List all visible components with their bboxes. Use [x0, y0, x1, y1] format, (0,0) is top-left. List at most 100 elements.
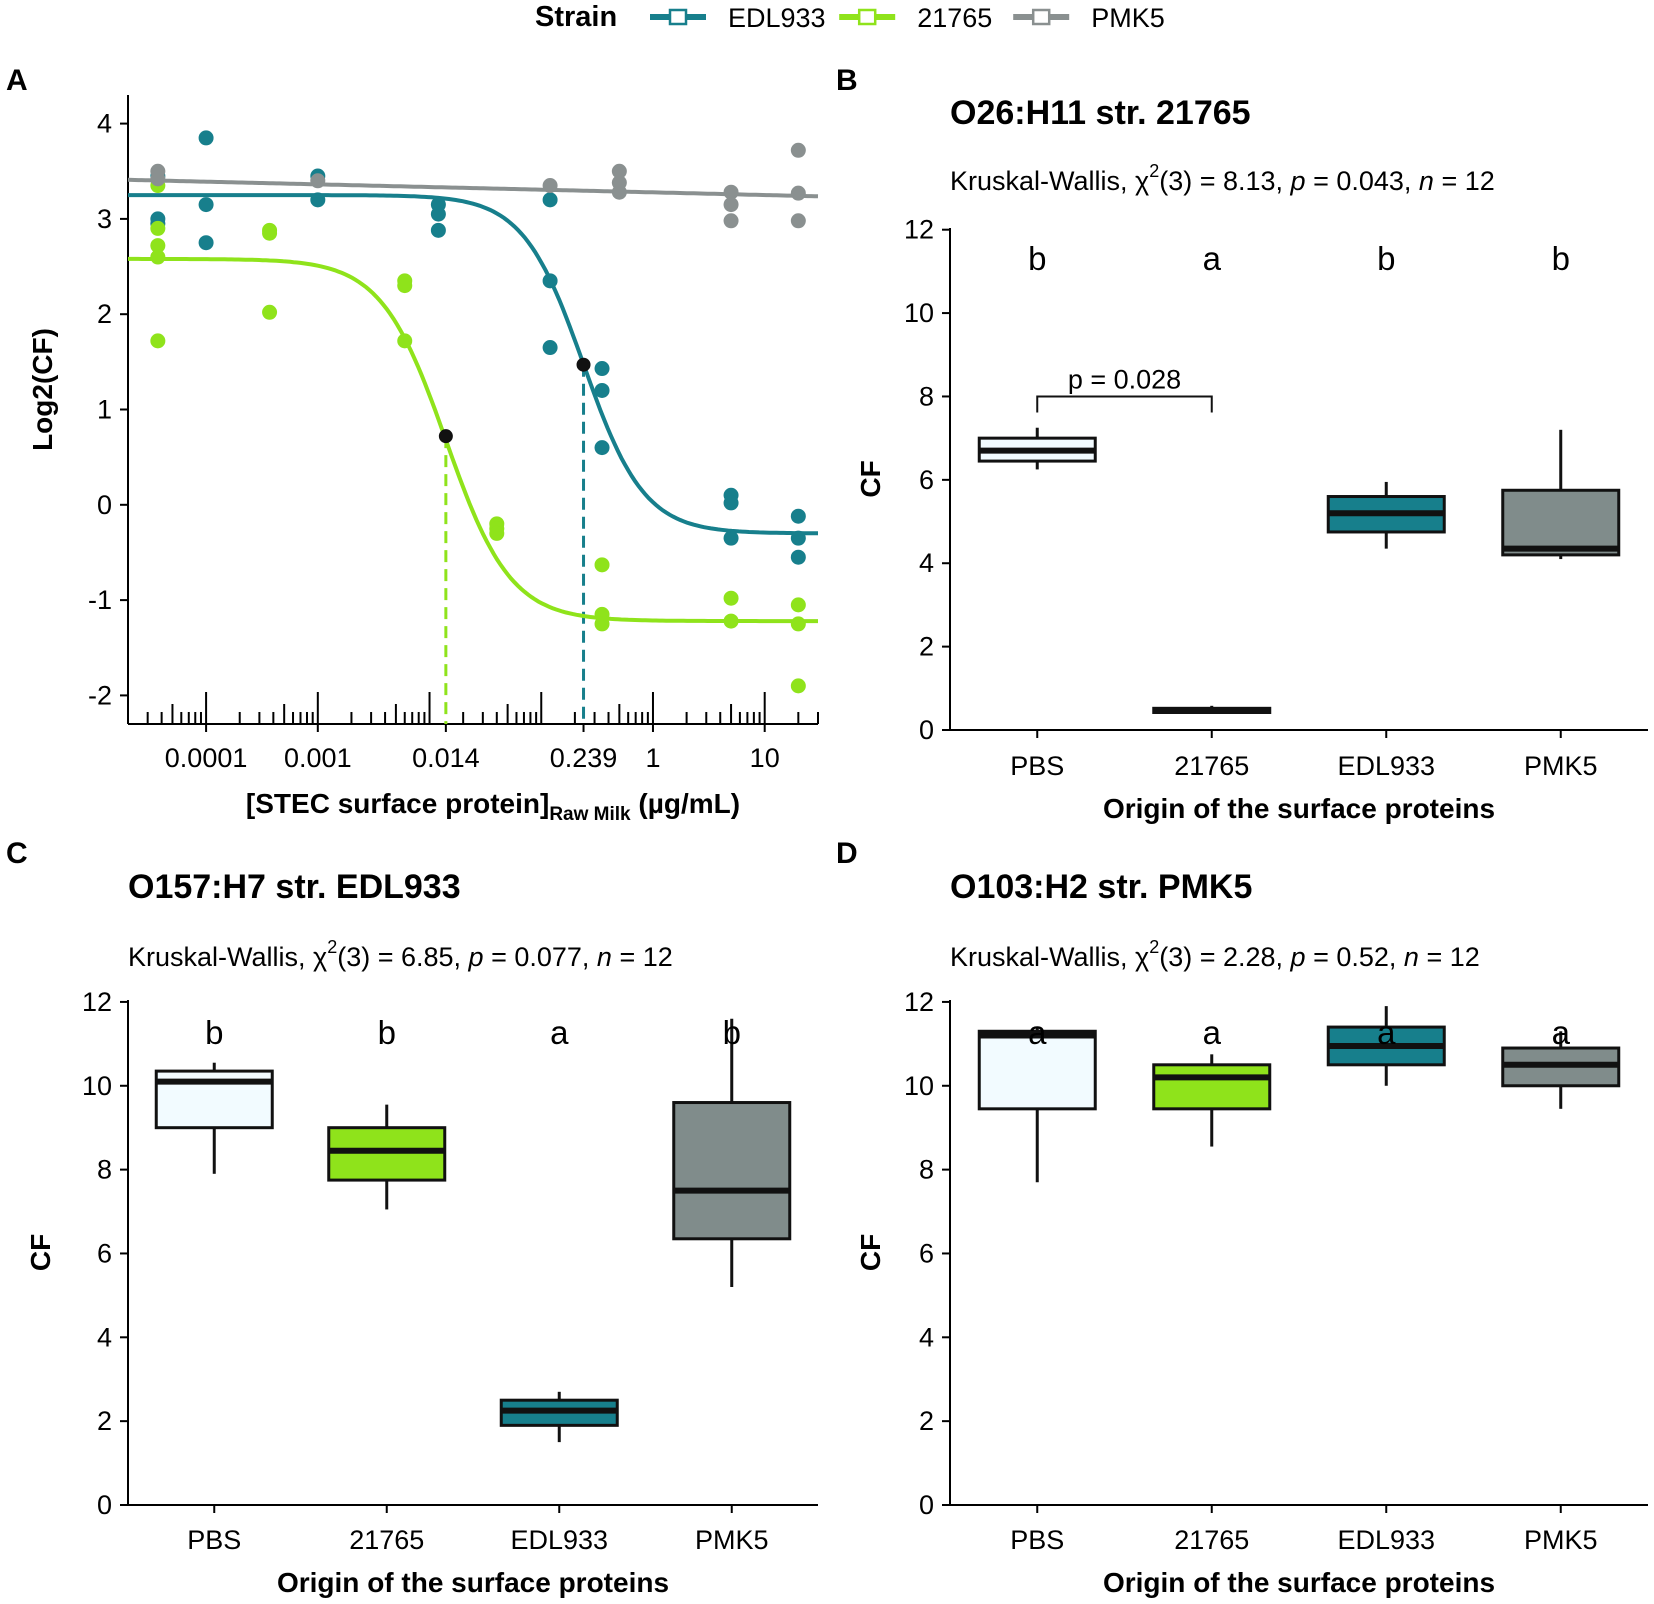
- significance-letter-21765: b: [378, 1014, 396, 1051]
- significance-letter-PMK5: a: [1552, 1014, 1571, 1051]
- y-tick-label: 0: [919, 1490, 934, 1520]
- data-point-PMK5: [723, 213, 739, 229]
- legend-swatch-box-PMK5: [1031, 8, 1051, 26]
- significance-letter-PBS: b: [205, 1014, 223, 1051]
- panel-c-boxplot: O157:H7 str. EDL933 Kruskal-Wallis, χ2(3)…: [25, 868, 818, 1598]
- data-point-EDL933: [430, 206, 446, 222]
- data-point-21765: [262, 225, 278, 241]
- box-PBS: [977, 1029, 1097, 1111]
- panel-title: O157:H7 str. EDL933: [128, 868, 461, 906]
- y-axis-title: CF: [25, 1234, 56, 1271]
- fit-curve-EDL933: [128, 193, 818, 536]
- significance-letter-PMK5: b: [723, 1014, 741, 1051]
- y-tick-label: 10: [904, 1071, 934, 1101]
- y-tick-label: 4: [97, 1322, 112, 1352]
- data-point-21765: [723, 590, 739, 606]
- data-point-PMK5: [723, 197, 739, 213]
- legend-title: Strain: [535, 1, 617, 33]
- panel-letter-a: A: [6, 64, 28, 97]
- fit-curve-21765: [128, 256, 818, 624]
- legend-label-21765: 21765: [917, 3, 992, 33]
- legend: Strain EDL933 21765 PMK5: [535, 1, 1165, 33]
- y-tick-label: 8: [919, 381, 934, 411]
- data-point-EDL933: [594, 382, 610, 398]
- x-tick-label: PBS: [187, 1525, 241, 1555]
- x-tick-label: EDL933: [1337, 751, 1435, 781]
- data-point-EDL933: [790, 508, 806, 524]
- stat-annotation: Kruskal-Wallis, χ2(3) = 2.28, p = 0.52, …: [950, 937, 1480, 972]
- y-tick-label: 2: [919, 1406, 934, 1436]
- data-point-21765: [594, 557, 610, 573]
- x-tick-label: 0.014: [412, 743, 480, 773]
- data-point-PMK5: [611, 163, 627, 179]
- data-point-21765: [790, 597, 806, 613]
- data-point-EDL933: [594, 440, 610, 456]
- x-tick-label: PBS: [1010, 1525, 1064, 1555]
- x-tick-label: 0.0001: [165, 743, 248, 773]
- panel-letter-d: D: [836, 837, 858, 870]
- box-21765: [1152, 1063, 1272, 1111]
- data-point-PMK5: [790, 185, 806, 201]
- panel-letter-c: C: [6, 837, 28, 870]
- significance-letter-EDL933: a: [550, 1014, 569, 1051]
- x-axis-title: Origin of the surface proteins: [277, 1567, 669, 1598]
- data-point-EDL933: [198, 197, 214, 213]
- x-tick-label: PBS: [1010, 751, 1064, 781]
- x-axis-title: Origin of the surface proteins: [1103, 1567, 1495, 1598]
- data-point-EDL933: [198, 130, 214, 146]
- x-axis-title: [STEC surface protein]Raw Milk (µg/mL): [246, 788, 740, 825]
- y-tick-label: 12: [904, 987, 934, 1017]
- data-point-21765: [397, 278, 413, 294]
- legend-label-PMK5: PMK5: [1091, 3, 1165, 33]
- x-tick-label: 0.001: [284, 743, 352, 773]
- comparison-p-label: p = 0.028: [1068, 364, 1181, 394]
- y-axis-title: CF: [855, 460, 886, 497]
- significance-letter-21765: a: [1203, 1014, 1222, 1051]
- x-tick-label: PMK5: [1524, 751, 1598, 781]
- data-point-21765: [150, 238, 166, 254]
- legend-swatch-box-EDL933: [668, 8, 688, 26]
- data-point-21765: [262, 304, 278, 320]
- box-PMK5: [1501, 488, 1621, 557]
- panel-title: O26:H11 str. 21765: [950, 94, 1251, 132]
- x-tick-label: 0.239: [550, 743, 618, 773]
- data-point-EDL933: [594, 361, 610, 377]
- y-tick-label: 10: [82, 1071, 112, 1101]
- data-point-21765: [790, 616, 806, 632]
- stat-annotation: Kruskal-Wallis, χ2(3) = 6.85, p = 0.077,…: [128, 937, 673, 972]
- y-tick-label: 3: [97, 204, 112, 234]
- y-tick-label: 12: [82, 987, 112, 1017]
- fit-curve-PMK5: [127, 177, 819, 199]
- y-tick-label: 4: [97, 109, 112, 139]
- x-tick-label: EDL933: [1337, 1525, 1435, 1555]
- data-point-EDL933: [542, 340, 558, 356]
- x-tick-label: PMK5: [1524, 1525, 1598, 1555]
- data-point-EDL933: [723, 530, 739, 546]
- significance-letter-PBS: b: [1028, 240, 1046, 277]
- significance-letter-EDL933: a: [1377, 1014, 1396, 1051]
- y-tick-label: 6: [919, 465, 934, 495]
- significance-letter-PMK5: b: [1552, 240, 1570, 277]
- y-tick-label: -2: [88, 680, 112, 710]
- y-tick-label: 2: [97, 1406, 112, 1436]
- significance-letter-PBS: a: [1028, 1014, 1047, 1051]
- x-tick-label: 21765: [1174, 751, 1249, 781]
- data-point-21765: [489, 525, 505, 541]
- significance-letter-21765: a: [1203, 240, 1222, 277]
- y-tick-label: 2: [919, 632, 934, 662]
- panel-b-boxplot: O26:H11 str. 21765 Kruskal-Wallis, χ2(3) …: [855, 94, 1648, 824]
- y-tick-label: 0: [97, 490, 112, 520]
- y-tick-label: 6: [919, 1238, 934, 1268]
- box-21765: [327, 1126, 447, 1182]
- legend-label-EDL933: EDL933: [728, 3, 826, 33]
- data-point-EDL933: [723, 495, 739, 511]
- y-tick-label: 10: [904, 298, 934, 328]
- box-PMK5: [672, 1101, 792, 1241]
- y-axis-title: CF: [855, 1234, 886, 1271]
- data-point-21765: [150, 220, 166, 236]
- y-tick-label: 0: [919, 715, 934, 745]
- panel-letter-b: B: [836, 64, 858, 97]
- x-tick-label: PMK5: [695, 1525, 769, 1555]
- x-tick-label: EDL933: [510, 1525, 608, 1555]
